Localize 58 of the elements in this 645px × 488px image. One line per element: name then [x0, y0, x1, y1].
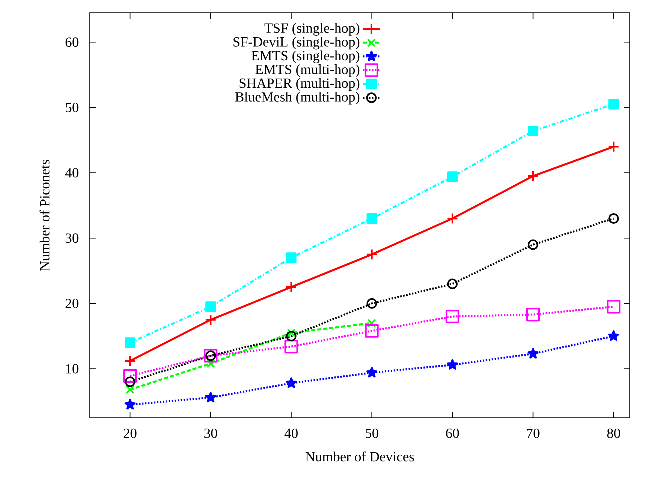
point: [365, 324, 379, 338]
x-tick-label: 80: [607, 428, 620, 438]
x-tick-label: 20: [124, 428, 137, 438]
point: [286, 252, 297, 264]
y-tick-label: 10: [66, 364, 79, 374]
point: [366, 367, 378, 378]
point: [446, 212, 458, 225]
point: [608, 213, 620, 224]
point: [528, 126, 539, 137]
point: [528, 348, 539, 359]
legend-label: SF-DeviL (single-hop): [234, 37, 360, 50]
point: [284, 340, 298, 354]
x-tick-label: 60: [446, 428, 460, 438]
point: [206, 302, 216, 312]
x-axis-title: Number of Devices: [306, 452, 414, 462]
legend-label: EMTS (multi-hop): [256, 64, 360, 78]
point: [286, 378, 298, 388]
point: [368, 318, 376, 328]
point: [287, 328, 296, 338]
x-tick-label: 70: [527, 428, 540, 438]
point: [366, 248, 378, 260]
legend-label: SHAPER (multi-hop): [240, 78, 360, 91]
point: [447, 172, 458, 182]
point: [366, 213, 378, 224]
y-tick-label: 40: [65, 168, 79, 178]
point: [206, 359, 216, 368]
point: [126, 386, 135, 394]
y-tick-label: 20: [66, 298, 79, 308]
point: [607, 300, 621, 314]
legend-label: TSF (single-hop): [264, 23, 360, 36]
point: [447, 278, 458, 290]
point: [124, 369, 138, 383]
x-tick-label: 30: [204, 428, 218, 438]
y-tick-label: 60: [66, 38, 79, 48]
point: [526, 308, 540, 322]
x-tick-label: 40: [284, 428, 298, 438]
point: [528, 170, 540, 182]
y-axis-title: Number of Piconets: [40, 160, 50, 271]
point: [205, 392, 216, 403]
x-tick-label: 50: [366, 428, 379, 438]
point: [608, 99, 620, 110]
point: [205, 314, 217, 326]
point: [286, 331, 297, 342]
point: [608, 330, 620, 342]
legend-label: EMTS (single-hop): [252, 50, 360, 64]
point: [528, 240, 539, 250]
point: [446, 310, 460, 324]
y-tick-label: 50: [66, 103, 79, 112]
point: [124, 399, 136, 410]
point: [447, 359, 458, 370]
point: [608, 141, 620, 153]
point: [124, 355, 136, 367]
legend-label: BlueMesh (multi-hop): [236, 92, 360, 105]
point: [125, 338, 136, 348]
point: [366, 298, 378, 309]
point: [125, 376, 136, 388]
point: [286, 282, 298, 294]
y-tick-label: 30: [66, 234, 79, 244]
